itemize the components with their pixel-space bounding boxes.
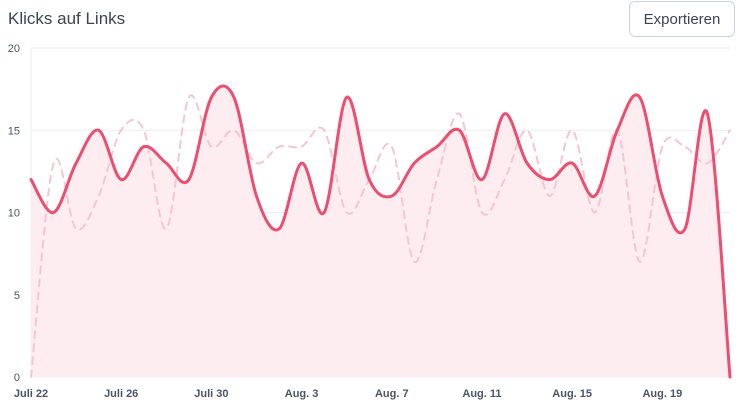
series-line-current — [29, 84, 732, 379]
chart-title: Klicks auf Links — [8, 9, 126, 28]
x-tick-label: Aug. 19 — [642, 388, 682, 400]
series-area-fill — [31, 86, 730, 377]
x-tick-label: Juli 26 — [104, 388, 138, 400]
x-tick-label: Aug. 15 — [552, 388, 592, 400]
y-tick-label: 15 — [8, 125, 20, 137]
x-tick-label: Aug. 11 — [462, 388, 501, 400]
y-tick-label: 20 — [8, 43, 20, 55]
x-tick-label: Juli 30 — [194, 388, 228, 400]
x-tick-label: Aug. 3 — [285, 388, 319, 400]
y-tick-label: 5 — [14, 290, 20, 302]
y-tick-label: 0 — [14, 372, 20, 384]
export-button[interactable]: Exportieren — [629, 1, 735, 37]
series-line-previous — [30, 94, 731, 378]
x-tick-label: Aug. 7 — [375, 388, 409, 400]
x-tick-label: Juli 22 — [14, 388, 48, 400]
y-tick-label: 10 — [8, 208, 20, 220]
